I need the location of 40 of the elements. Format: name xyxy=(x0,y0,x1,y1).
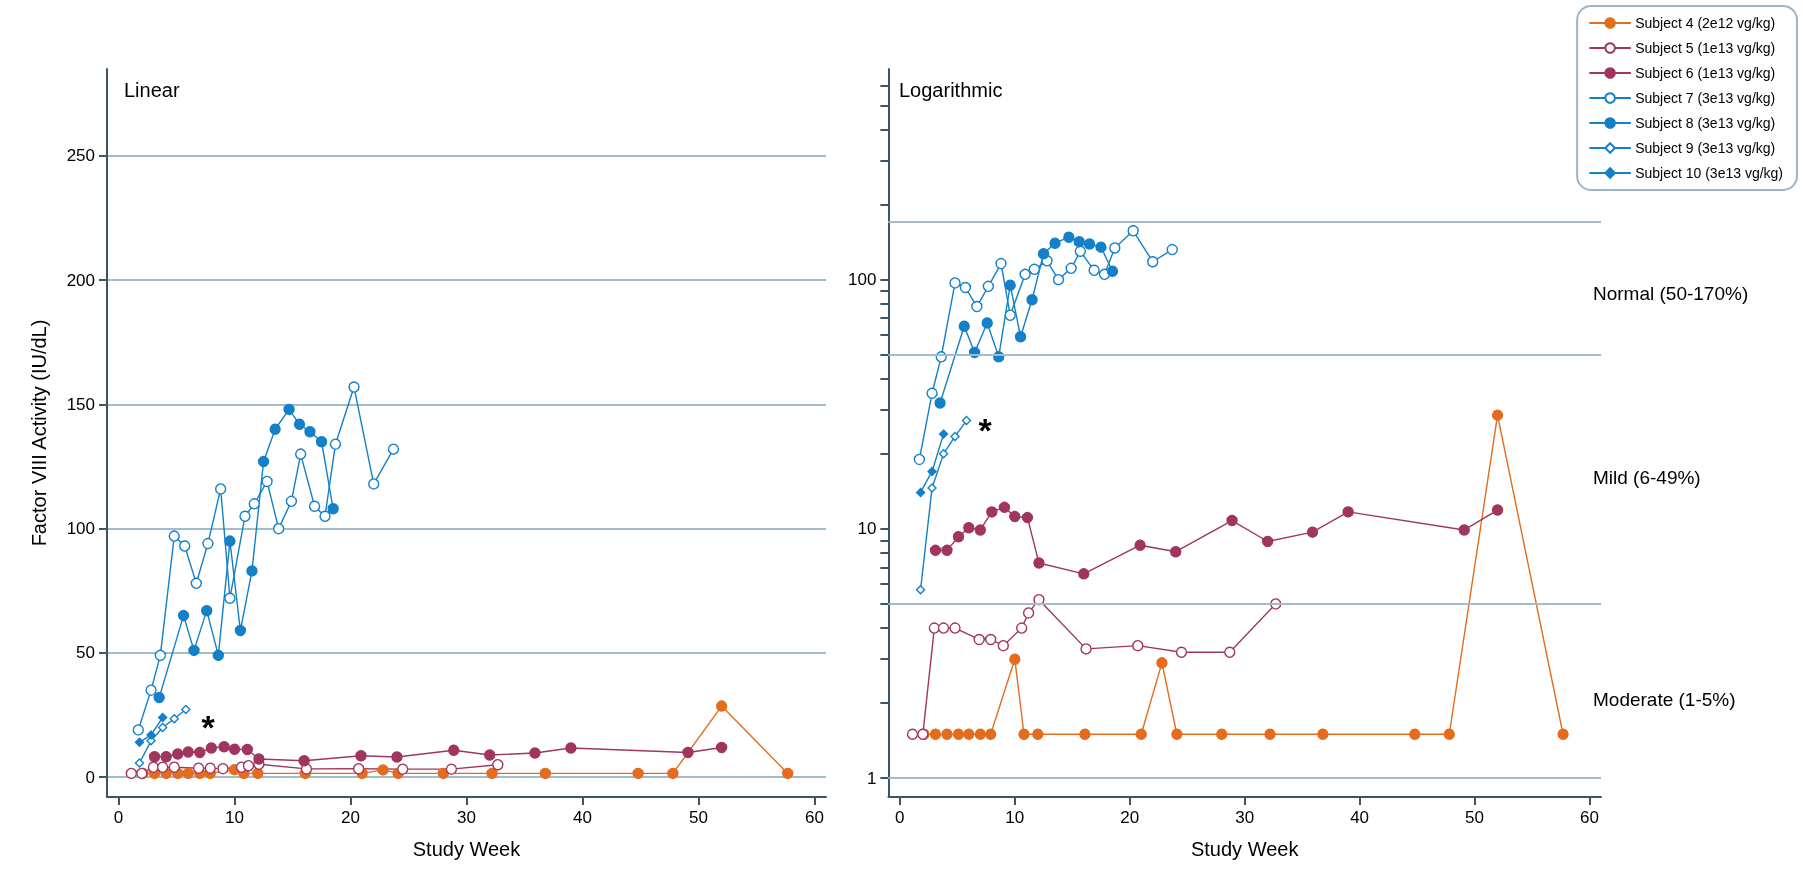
x-tick-label: 10 xyxy=(1005,808,1025,827)
legend-label: Subject 8 (3e13 vg/kg) xyxy=(1635,115,1776,131)
legend-label: Subject 7 (3e13 vg/kg) xyxy=(1635,90,1776,106)
text: Logarithmic xyxy=(899,79,1003,101)
legend-label: Subject 5 (1e13 vg/kg) xyxy=(1635,40,1776,56)
x-axis-title: Study Week xyxy=(412,838,522,860)
x-axis-title: Study Week xyxy=(1190,838,1300,860)
annotation: Normal (50-170%) xyxy=(1593,282,1749,304)
x-tick-label: 30 xyxy=(1235,808,1255,827)
y-tick-label: 10 xyxy=(857,519,877,539)
legend-label: Subject 10 (3e13 vg/kg) xyxy=(1635,165,1784,181)
y-tick-label: 50 xyxy=(76,643,95,663)
y-tick-label: 100 xyxy=(66,519,95,539)
annotation: Mild (6-49%) xyxy=(1593,466,1701,488)
y-tick-label: 100 xyxy=(847,270,877,290)
text: Linear xyxy=(124,79,180,101)
legend-label: Subject 4 (2e12 vg/kg) xyxy=(1635,15,1776,31)
y-tick-label: 200 xyxy=(66,270,95,290)
x-tick-label: 60 xyxy=(1580,808,1599,827)
x-tick-label: 20 xyxy=(341,808,360,827)
y-tick-label: 150 xyxy=(66,394,95,414)
legend-label: Subject 9 (3e13 vg/kg) xyxy=(1635,140,1776,156)
x-tick-label: 60 xyxy=(804,808,824,827)
annotation: * xyxy=(201,708,216,746)
x-tick-label: 0 xyxy=(895,808,905,827)
x-tick-label: 10 xyxy=(225,808,245,827)
y-tick-label: 1 xyxy=(866,768,877,788)
y-tick-label: 0 xyxy=(85,767,95,787)
y-axis-title: Factor VIII Activity (IU/dL) xyxy=(28,319,50,547)
x-tick-label: 50 xyxy=(1465,808,1485,827)
legend-label: Subject 6 (1e13 vg/kg) xyxy=(1635,65,1776,81)
x-tick-label: 40 xyxy=(573,808,592,827)
annotation: * xyxy=(978,411,993,449)
x-tick-label: 20 xyxy=(1120,808,1140,827)
x-tick-label: 0 xyxy=(113,808,124,827)
y-tick-label: 250 xyxy=(66,146,95,166)
annotation: Moderate (1-5%) xyxy=(1593,688,1736,710)
x-tick-label: 30 xyxy=(457,808,476,827)
x-tick-label: 40 xyxy=(1350,808,1370,827)
x-tick-label: 50 xyxy=(688,808,708,827)
